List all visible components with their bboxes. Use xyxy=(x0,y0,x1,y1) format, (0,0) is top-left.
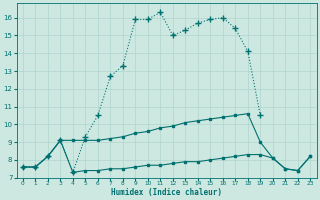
X-axis label: Humidex (Indice chaleur): Humidex (Indice chaleur) xyxy=(111,188,222,197)
